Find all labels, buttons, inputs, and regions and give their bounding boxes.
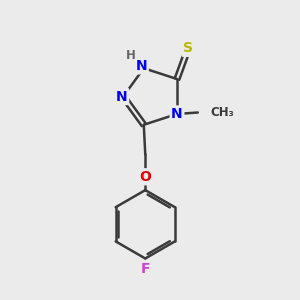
Text: N: N: [136, 59, 147, 73]
Text: N: N: [171, 107, 183, 121]
Text: F: F: [140, 262, 150, 276]
Text: CH₃: CH₃: [211, 106, 234, 119]
Text: H: H: [125, 49, 135, 62]
Text: S: S: [183, 41, 193, 55]
Text: O: O: [139, 170, 151, 184]
Text: N: N: [116, 89, 128, 103]
